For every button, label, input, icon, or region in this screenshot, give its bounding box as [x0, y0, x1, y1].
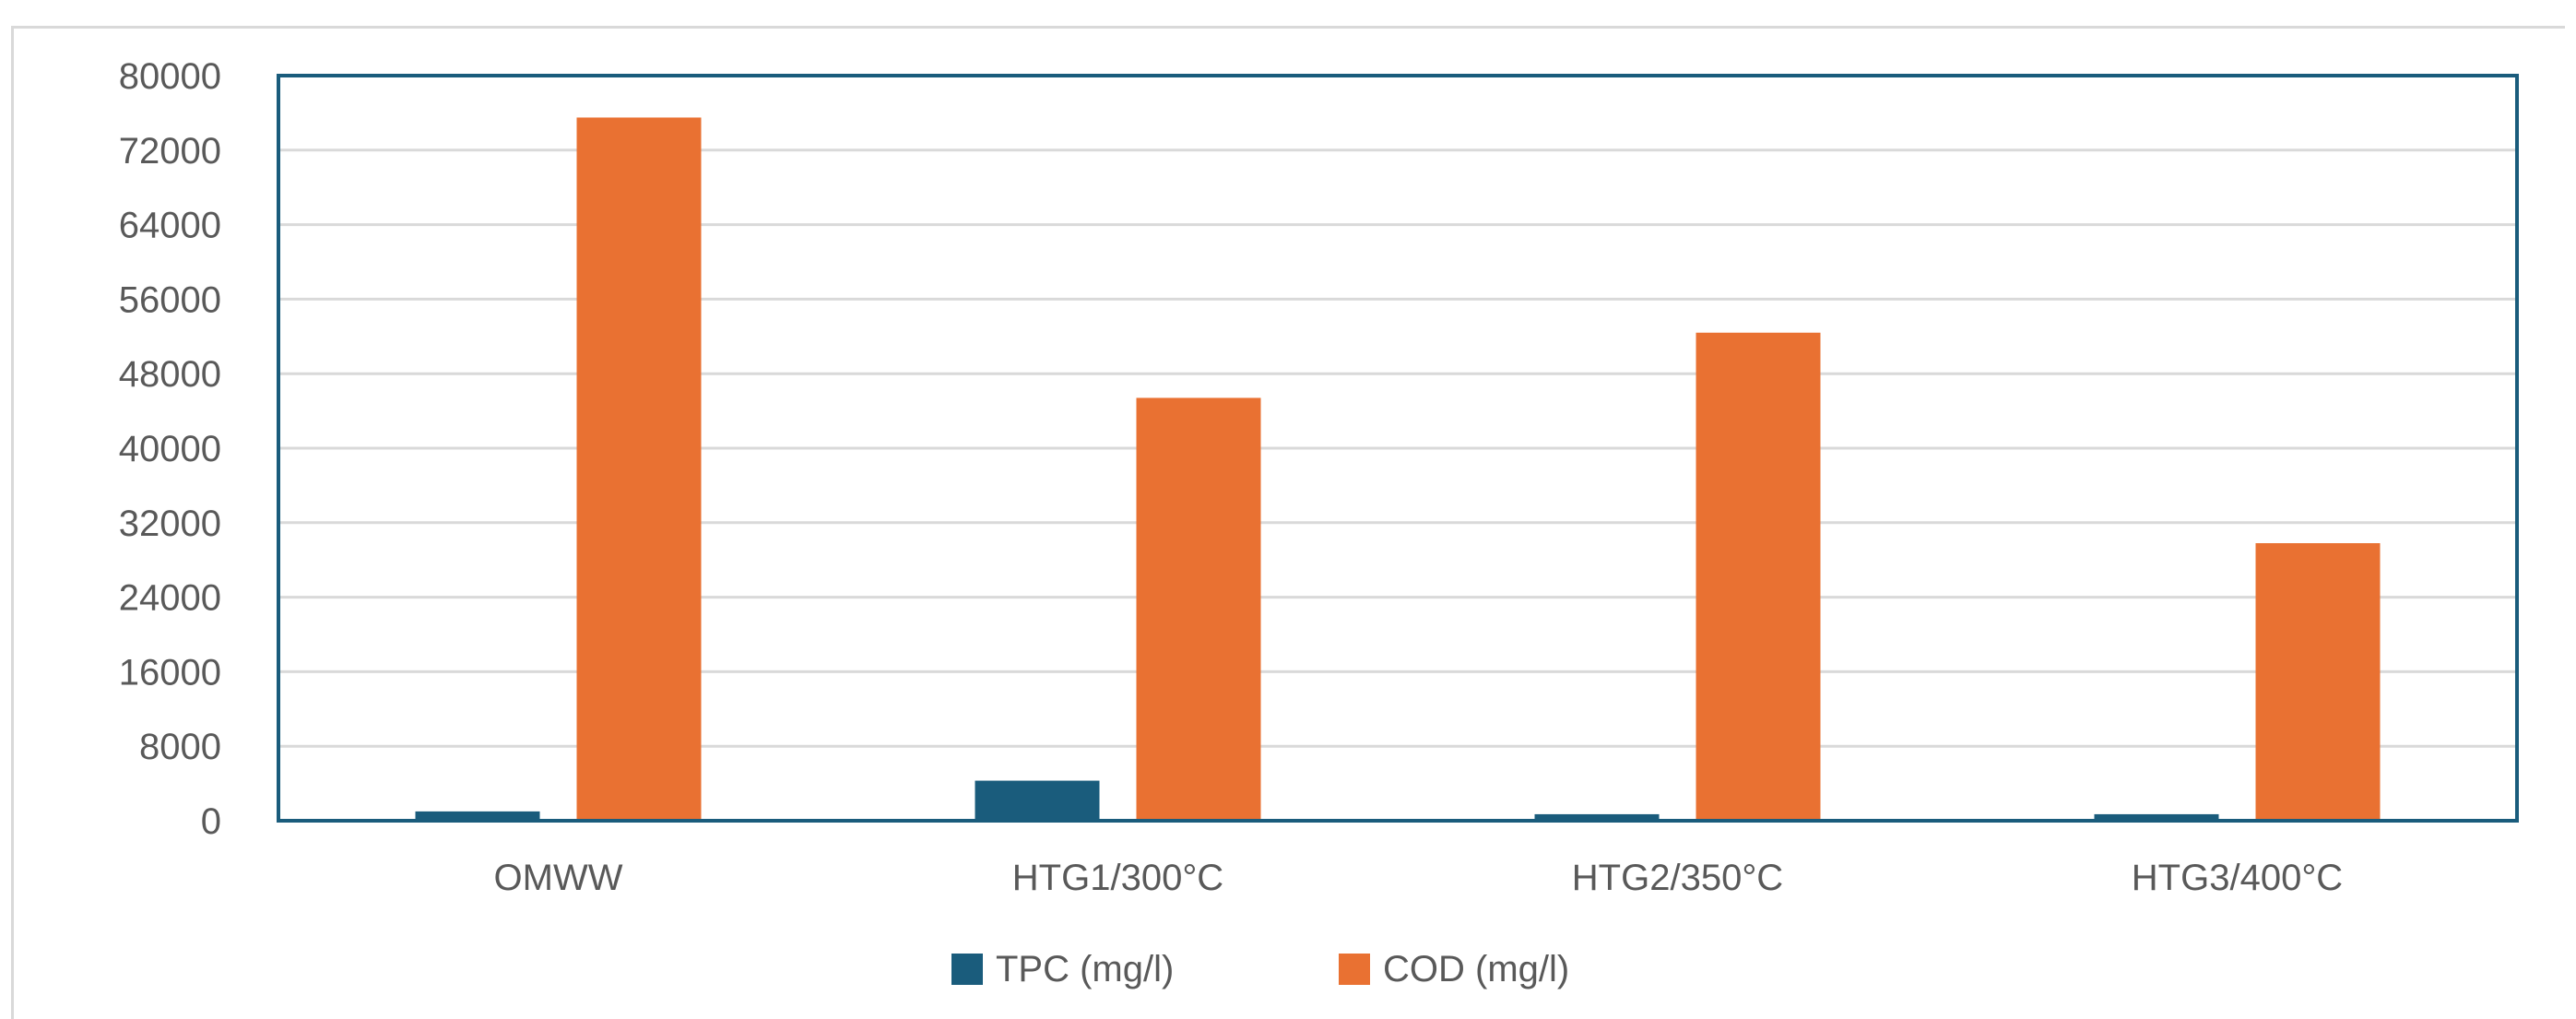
- bar-cod-0: [576, 117, 702, 821]
- y-tick-label: 80000: [119, 56, 221, 97]
- legend-swatch-tpc: [951, 954, 983, 985]
- y-tick-label: 0: [201, 801, 221, 842]
- y-tick-label: 56000: [119, 279, 221, 320]
- y-tick-label: 64000: [119, 206, 221, 246]
- bar-cod-3: [2255, 543, 2381, 821]
- y-tick-label: 48000: [119, 354, 221, 395]
- legend-label: TPC (mg/l): [996, 949, 1174, 989]
- legend: TPC (mg/l) COD (mg/l): [951, 949, 1569, 989]
- legend-label: COD (mg/l): [1383, 949, 1569, 989]
- bar-tpc-3: [2094, 813, 2219, 821]
- y-tick-label: 72000: [119, 131, 221, 172]
- y-axis-ticks: 0 8000 16000 24000 32000 40000 48000 56000 64000…: [119, 56, 221, 842]
- bar-cod-2: [1696, 332, 1821, 821]
- bar-tpc-0: [415, 811, 540, 821]
- gridlines: [278, 148, 2517, 748]
- x-tick-label: HTG3/400°C: [2132, 858, 2343, 898]
- bar-tpc-2: [1534, 813, 1660, 821]
- y-tick-label: 24000: [119, 578, 221, 619]
- x-tick-label: HTG1/300°C: [1012, 858, 1223, 898]
- chart-area: [11, 26, 2565, 1019]
- y-tick-label: 40000: [119, 429, 221, 469]
- x-tick-label: OMWW: [494, 858, 623, 898]
- y-tick-label: 8000: [139, 727, 221, 767]
- y-tick-label: 16000: [119, 652, 221, 693]
- plot-frame: [277, 74, 2519, 823]
- x-axis-ticks: OMWW HTG1/300°C HTG2/350°C HTG3/400°C: [494, 858, 2344, 898]
- bar-cod-1: [1136, 397, 1261, 821]
- bars: [415, 117, 2381, 821]
- legend-swatch-cod: [1339, 954, 1370, 985]
- y-tick-label: 32000: [119, 504, 221, 544]
- bar-tpc-1: [975, 780, 1100, 821]
- x-tick-label: HTG2/350°C: [1572, 858, 1783, 898]
